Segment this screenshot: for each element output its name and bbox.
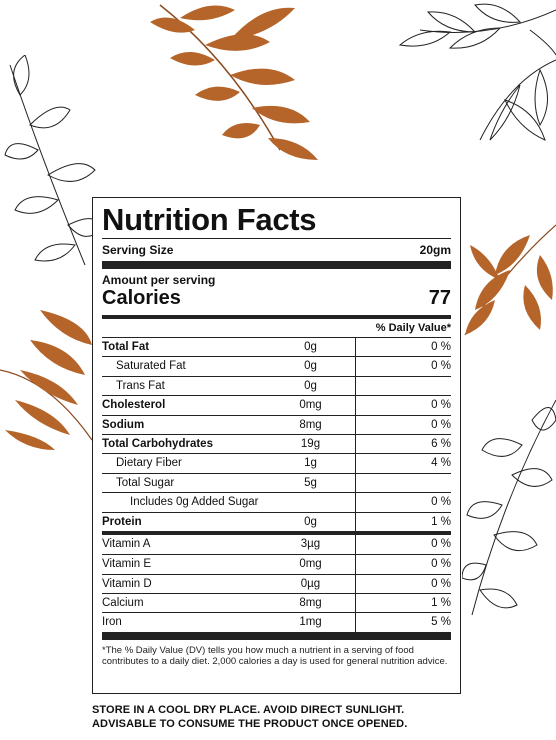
nutrient-row-sodium: Sodium 8mg 0 % (102, 414, 451, 435)
nutrient-row-saturated-fat: Saturated Fat 0g 0 % (102, 356, 451, 377)
storage-line-1: STORE IN A COOL DRY PLACE. AVOID DIRECT … (92, 704, 405, 716)
storage-line-2: ADVISABLE TO CONSUME THE PRODUCT ONCE OP… (92, 718, 408, 730)
calories-label: Calories (102, 287, 181, 309)
nutrient-row-total-sugar: Total Sugar 5g (102, 472, 451, 494)
nutrition-facts-panel: Nutrition Facts Serving Size 20gm Amount… (92, 197, 461, 694)
storage-instructions: STORE IN A COOL DRY PLACE. AVOID DIRECT … (92, 703, 472, 731)
nutrient-row-protein: Protein 0g 1 % (102, 511, 451, 532)
daily-value-footnote: *The % Daily Value (DV) tells you how mu… (102, 644, 448, 668)
nutrient-row-cholesterol: Cholesterol 0mg 0 % (102, 395, 451, 416)
mineral-row-iron: Iron 1mg 5 % (102, 612, 451, 633)
serving-size-row: Serving Size 20gm (102, 239, 451, 261)
vitamin-row-d: Vitamin D 0µg 0 % (102, 573, 451, 595)
leaf-decoration-left-brown (0, 310, 93, 450)
amount-per-serving-label: Amount per serving (102, 273, 216, 287)
serving-size-value: 20gm (419, 243, 451, 257)
nutrient-row-added-sugar: Includes 0g Added Sugar 0 % (102, 492, 451, 513)
leaf-decoration-bottom-right (462, 399, 556, 616)
leaf-decoration-top-center (150, 4, 318, 160)
calories-row: Calories 77 (102, 287, 451, 309)
vitamin-row-e: Vitamin E 0mg 0 % (102, 554, 451, 575)
vitamin-row-a: Vitamin A 3µg 0 % (102, 534, 451, 555)
mineral-row-calcium: Calcium 8mg 1 % (102, 593, 451, 614)
nutrition-title: Nutrition Facts (102, 202, 317, 237)
serving-size-label: Serving Size (102, 243, 174, 257)
nutrient-row-total-carbohydrates: Total Carbohydrates 19g 6 % (102, 433, 451, 455)
nutrient-row-dietary-fiber: Dietary Fiber 1g 4 % (102, 453, 451, 474)
calories-value: 77 (428, 287, 451, 309)
leaf-decoration-left (4, 55, 100, 266)
nutrient-row-total-fat: Total Fat 0g 0 % (102, 337, 451, 358)
daily-value-header: % Daily Value* (375, 322, 451, 334)
leaf-decoration-top-right (398, 3, 556, 141)
leaf-decoration-right-brown (464, 224, 556, 336)
nutrient-row-trans-fat: Trans Fat 0g (102, 375, 451, 397)
